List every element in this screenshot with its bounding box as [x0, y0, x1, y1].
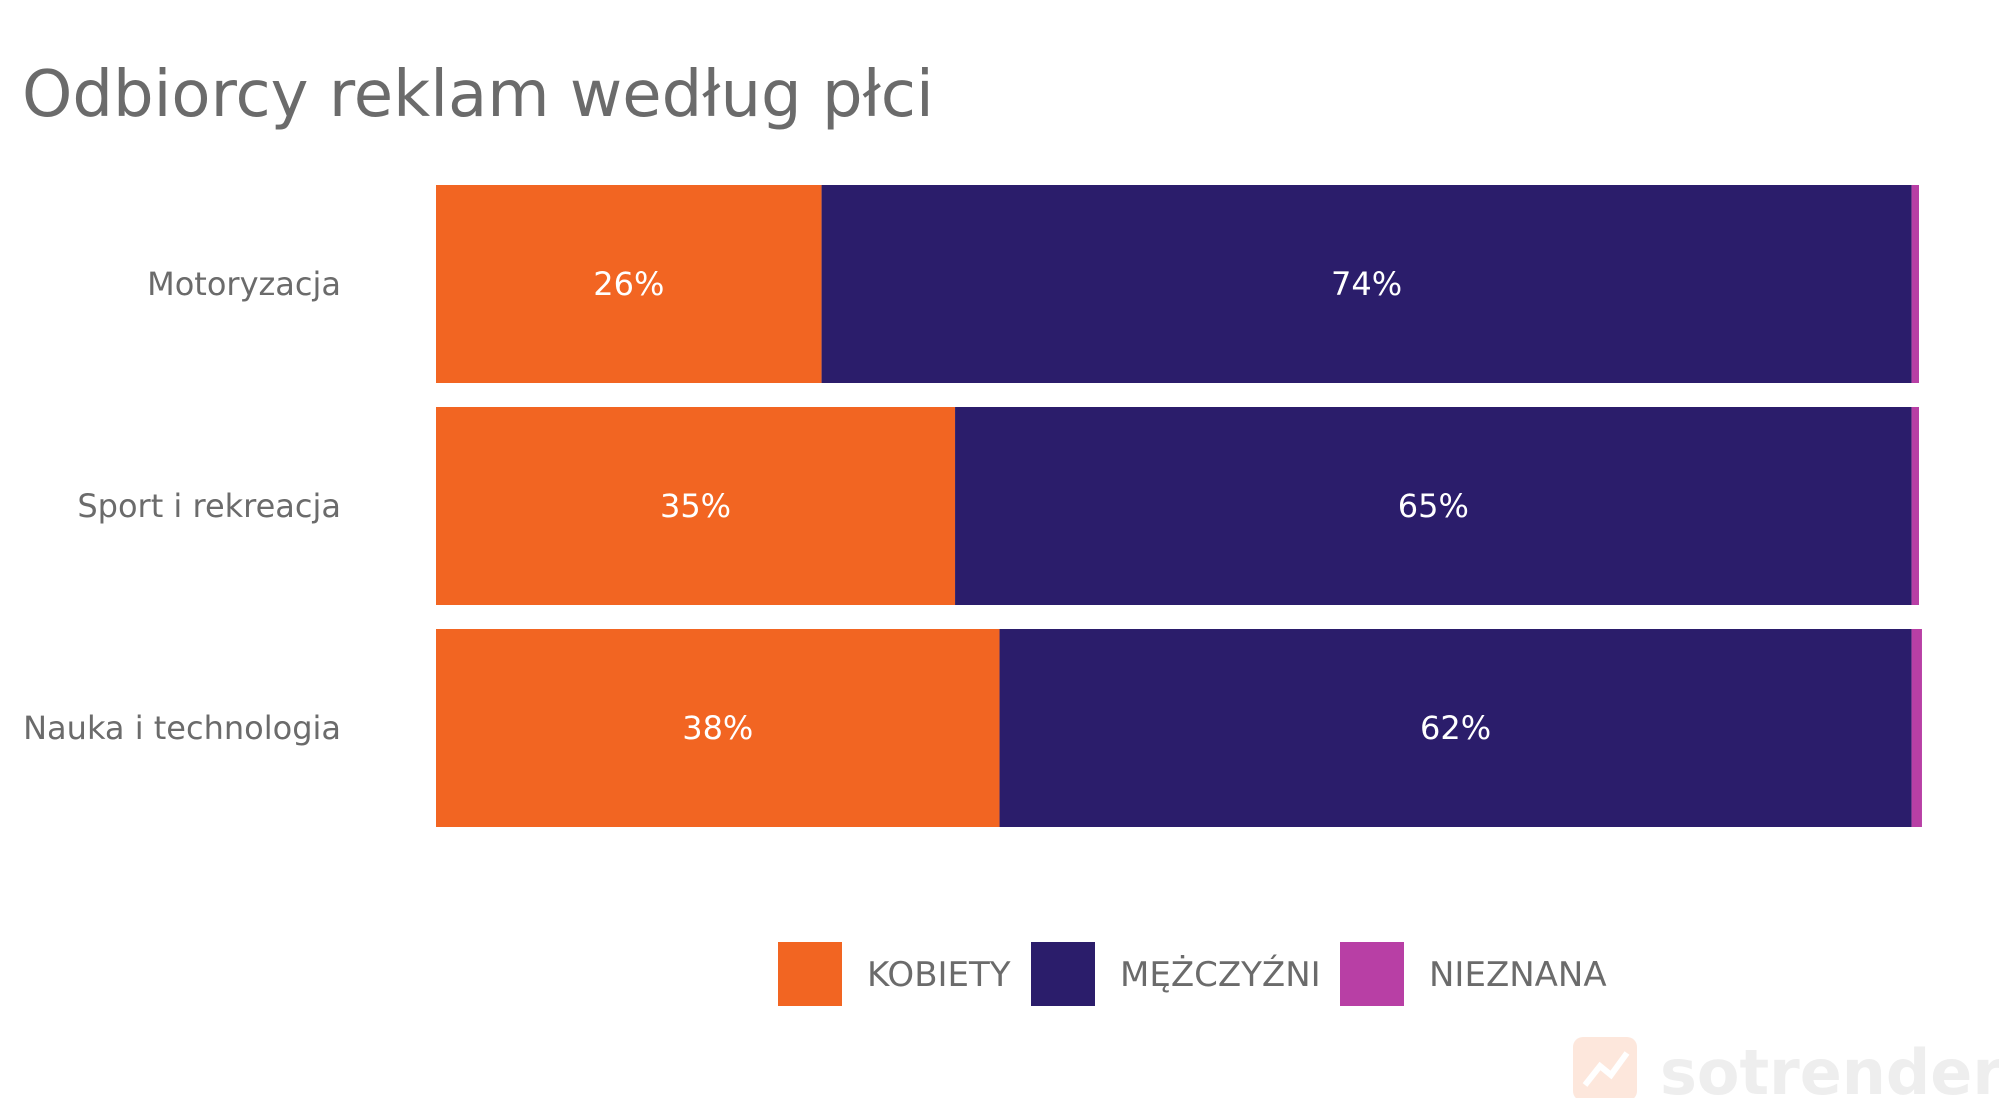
bar-value-label: 35%: [660, 487, 731, 525]
bar-segment: [1911, 629, 1922, 827]
category-labels: Motoryzacja Sport i rekreacja Nauka i tech…: [23, 265, 341, 747]
bar-value-label: 26%: [593, 265, 664, 303]
bar-segment: [955, 407, 1912, 605]
legend-label: MĘŻCZYŹNI: [1120, 954, 1321, 995]
bar-value-label: 38%: [682, 709, 753, 747]
category-label: Nauka i technologia: [23, 709, 341, 747]
bar-value-label: 62%: [1420, 709, 1491, 747]
legend-label: KOBIETY: [867, 955, 1011, 995]
bars-group: 26% 74% 35% 65% 38% 62%: [436, 185, 1922, 827]
legend-label: NIEZNANA: [1429, 955, 1607, 995]
legend-swatch: [1031, 942, 1095, 1006]
bar-segment: [436, 407, 956, 605]
bar-segment: [436, 629, 1000, 827]
watermark: sotrender: [1573, 1036, 1999, 1098]
chart-title: Odbiorcy reklam według płci: [22, 58, 934, 132]
legend: KOBIETY MĘŻCZYŹNI NIEZNANA: [778, 942, 1607, 1006]
legend-swatch: [1340, 942, 1404, 1006]
category-label: Sport i rekreacja: [77, 487, 341, 525]
category-label: Motoryzacja: [147, 265, 341, 303]
bar-segment: [1911, 407, 1919, 605]
bar-value-label: 65%: [1398, 487, 1469, 525]
watermark-text: sotrender: [1660, 1036, 1999, 1098]
bar-segment: [1911, 185, 1919, 383]
bar-value-label: 74%: [1331, 265, 1402, 303]
trend-icon: [1582, 1051, 1630, 1087]
bar-segment: [821, 185, 1912, 383]
bar-segment: [999, 629, 1912, 827]
bar-segment: [436, 185, 822, 383]
legend-swatch: [778, 942, 842, 1006]
